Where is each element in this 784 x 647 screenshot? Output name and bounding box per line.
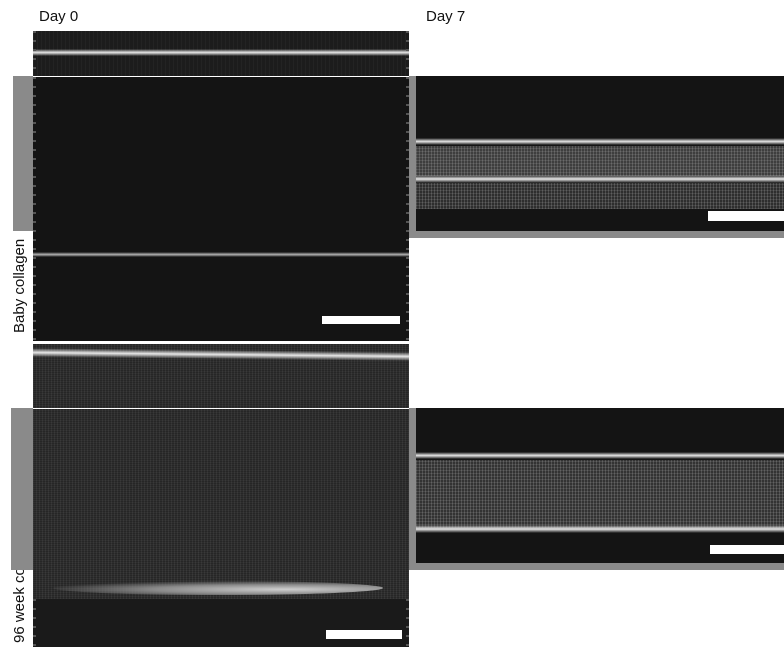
- scale-bar: [322, 316, 400, 324]
- scale-bar: [326, 630, 402, 639]
- row-label-baby-collagen: Baby collagen: [11, 238, 28, 333]
- frame-mid-bottom-bottom: [409, 563, 784, 570]
- column-label-day-7: Day 7: [426, 8, 466, 25]
- image-96week-day7: [416, 408, 784, 563]
- frame-left-top: [13, 76, 33, 231]
- image-baby-day0-main: [33, 77, 409, 341]
- column-label-day-0: Day 0: [39, 8, 79, 25]
- frame-mid-bottom: [409, 408, 416, 570]
- frame-mid-top-bottom: [409, 231, 784, 238]
- scale-bar: [708, 211, 784, 221]
- image-96week-day0-main: [33, 409, 409, 647]
- frame-left-bottom: [11, 408, 33, 570]
- image-baby-day7: [416, 76, 784, 231]
- image-96week-day0-strip: [33, 344, 409, 408]
- scale-bar: [710, 545, 784, 554]
- image-baby-day0-strip: [33, 31, 409, 76]
- frame-mid-top: [409, 76, 416, 238]
